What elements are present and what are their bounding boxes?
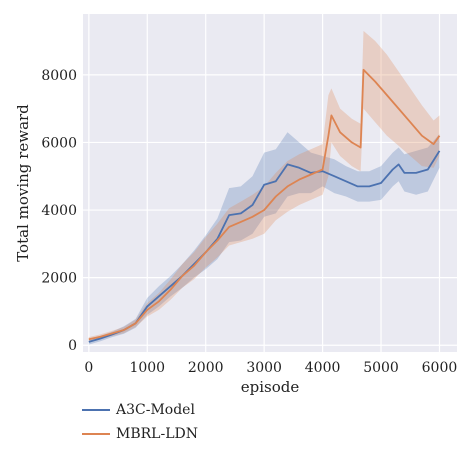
x-axis-label: episode (241, 378, 300, 396)
y-tick-label: 0 (68, 338, 77, 354)
series-line-a3c-model (88, 150, 441, 343)
x-tick-label: 5000 (363, 360, 399, 376)
series-lines (88, 68, 441, 343)
legend-item-a3c-model: A3C-Model (82, 398, 198, 422)
legend-label-a3c-model: A3C-Model (116, 402, 195, 418)
x-tick-label: 6000 (422, 360, 458, 376)
band-a3c-model (88, 132, 440, 345)
x-axis-ticks: 0 1000 2000 3000 4000 5000 6000 (84, 360, 457, 376)
y-tick-label: 8000 (41, 68, 77, 84)
confidence-bands (88, 30, 440, 345)
y-axis-ticks: 0 2000 4000 6000 8000 (41, 68, 77, 354)
legend: A3C-Model MBRL-LDN (82, 398, 198, 446)
y-axis-label: Total moving reward (14, 104, 32, 262)
y-tick-label: 4000 (41, 203, 77, 219)
legend-label-mbrl-ldn: MBRL-LDN (116, 426, 198, 442)
x-tick-label: 0 (84, 360, 93, 376)
y-tick-label: 6000 (41, 135, 77, 151)
legend-swatch-a3c-model (82, 409, 110, 411)
x-tick-label: 2000 (188, 360, 224, 376)
x-tick-label: 1000 (129, 360, 165, 376)
legend-item-mbrl-ldn: MBRL-LDN (82, 422, 198, 446)
y-tick-label: 2000 (41, 271, 77, 287)
grid-lines (83, 14, 457, 352)
x-tick-label: 3000 (246, 360, 282, 376)
series-line-mbrl-ldn (88, 68, 441, 341)
x-tick-label: 4000 (305, 360, 341, 376)
legend-swatch-mbrl-ldn (82, 433, 110, 435)
